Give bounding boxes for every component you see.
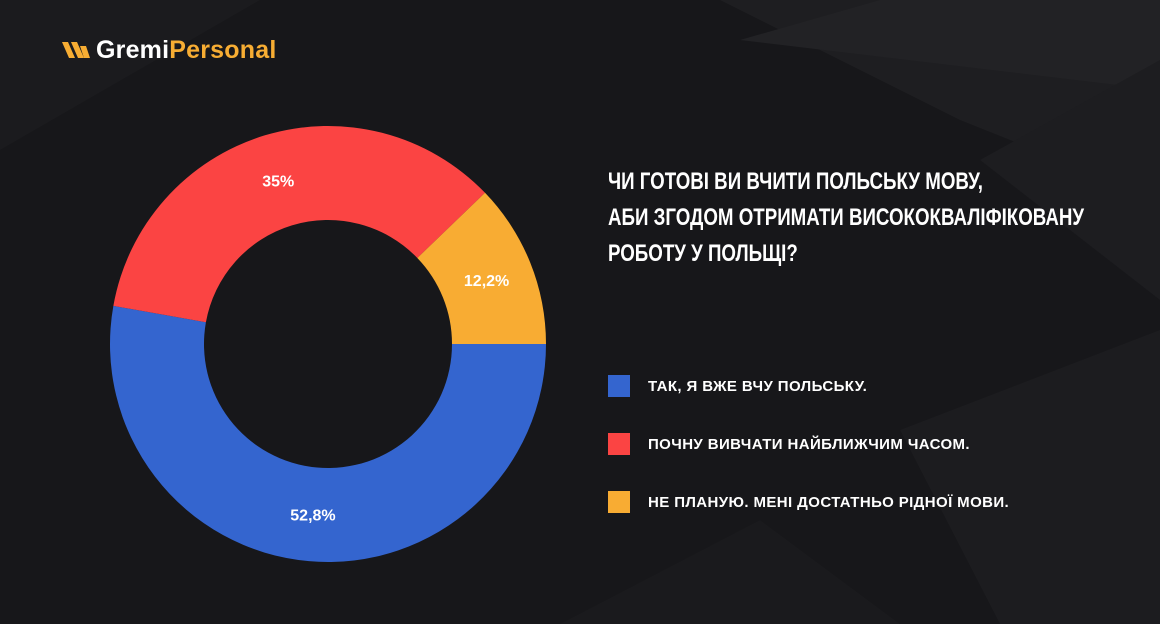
slice-value-label: 52,8% [290, 507, 335, 524]
legend-item-will-start: Почну вивчати найближчим часом. [608, 431, 1009, 457]
slice-value-label: 35% [262, 173, 294, 190]
legend-item-not-planning: Не планую. Мені достатньо рідної мови. [608, 489, 1009, 515]
question-line-3: роботу у Польщі? [608, 240, 798, 267]
legend-label: Не планую. Мені достатньо рідної мови. [648, 493, 1010, 511]
legend-swatch [608, 375, 630, 397]
brand-name-part1: Gremi [96, 36, 170, 64]
brand-logo: GremiPersonal [62, 34, 276, 66]
donut-chart: 52,8% 35% 12,2% [109, 125, 546, 563]
brand-name-part2: Personal [169, 36, 277, 64]
logo-mark-icon [62, 42, 90, 58]
donut-slice [417, 192, 546, 344]
donut-slice [113, 125, 486, 323]
question-title: Чи готові ви вчити польську мову, аби зг… [608, 164, 1085, 272]
brand-name: GremiPersonal [96, 34, 276, 66]
question-line-1: Чи готові ви вчити польську мову, [608, 168, 983, 195]
legend-label: Так, я вже вчу польську. [648, 377, 868, 395]
legend-item-yes-learning: Так, я вже вчу польську. [608, 373, 1009, 399]
legend-label: Почну вивчати найближчим часом. [648, 435, 971, 453]
slice-value-label: 12,2% [464, 273, 509, 290]
question-line-2: аби згодом отримати висококваліфіковану [608, 204, 1085, 231]
chart-legend: Так, я вже вчу польську. Почну вивчати н… [608, 373, 1009, 547]
legend-swatch [608, 491, 630, 513]
legend-swatch [608, 433, 630, 455]
donut-slice [109, 305, 546, 563]
